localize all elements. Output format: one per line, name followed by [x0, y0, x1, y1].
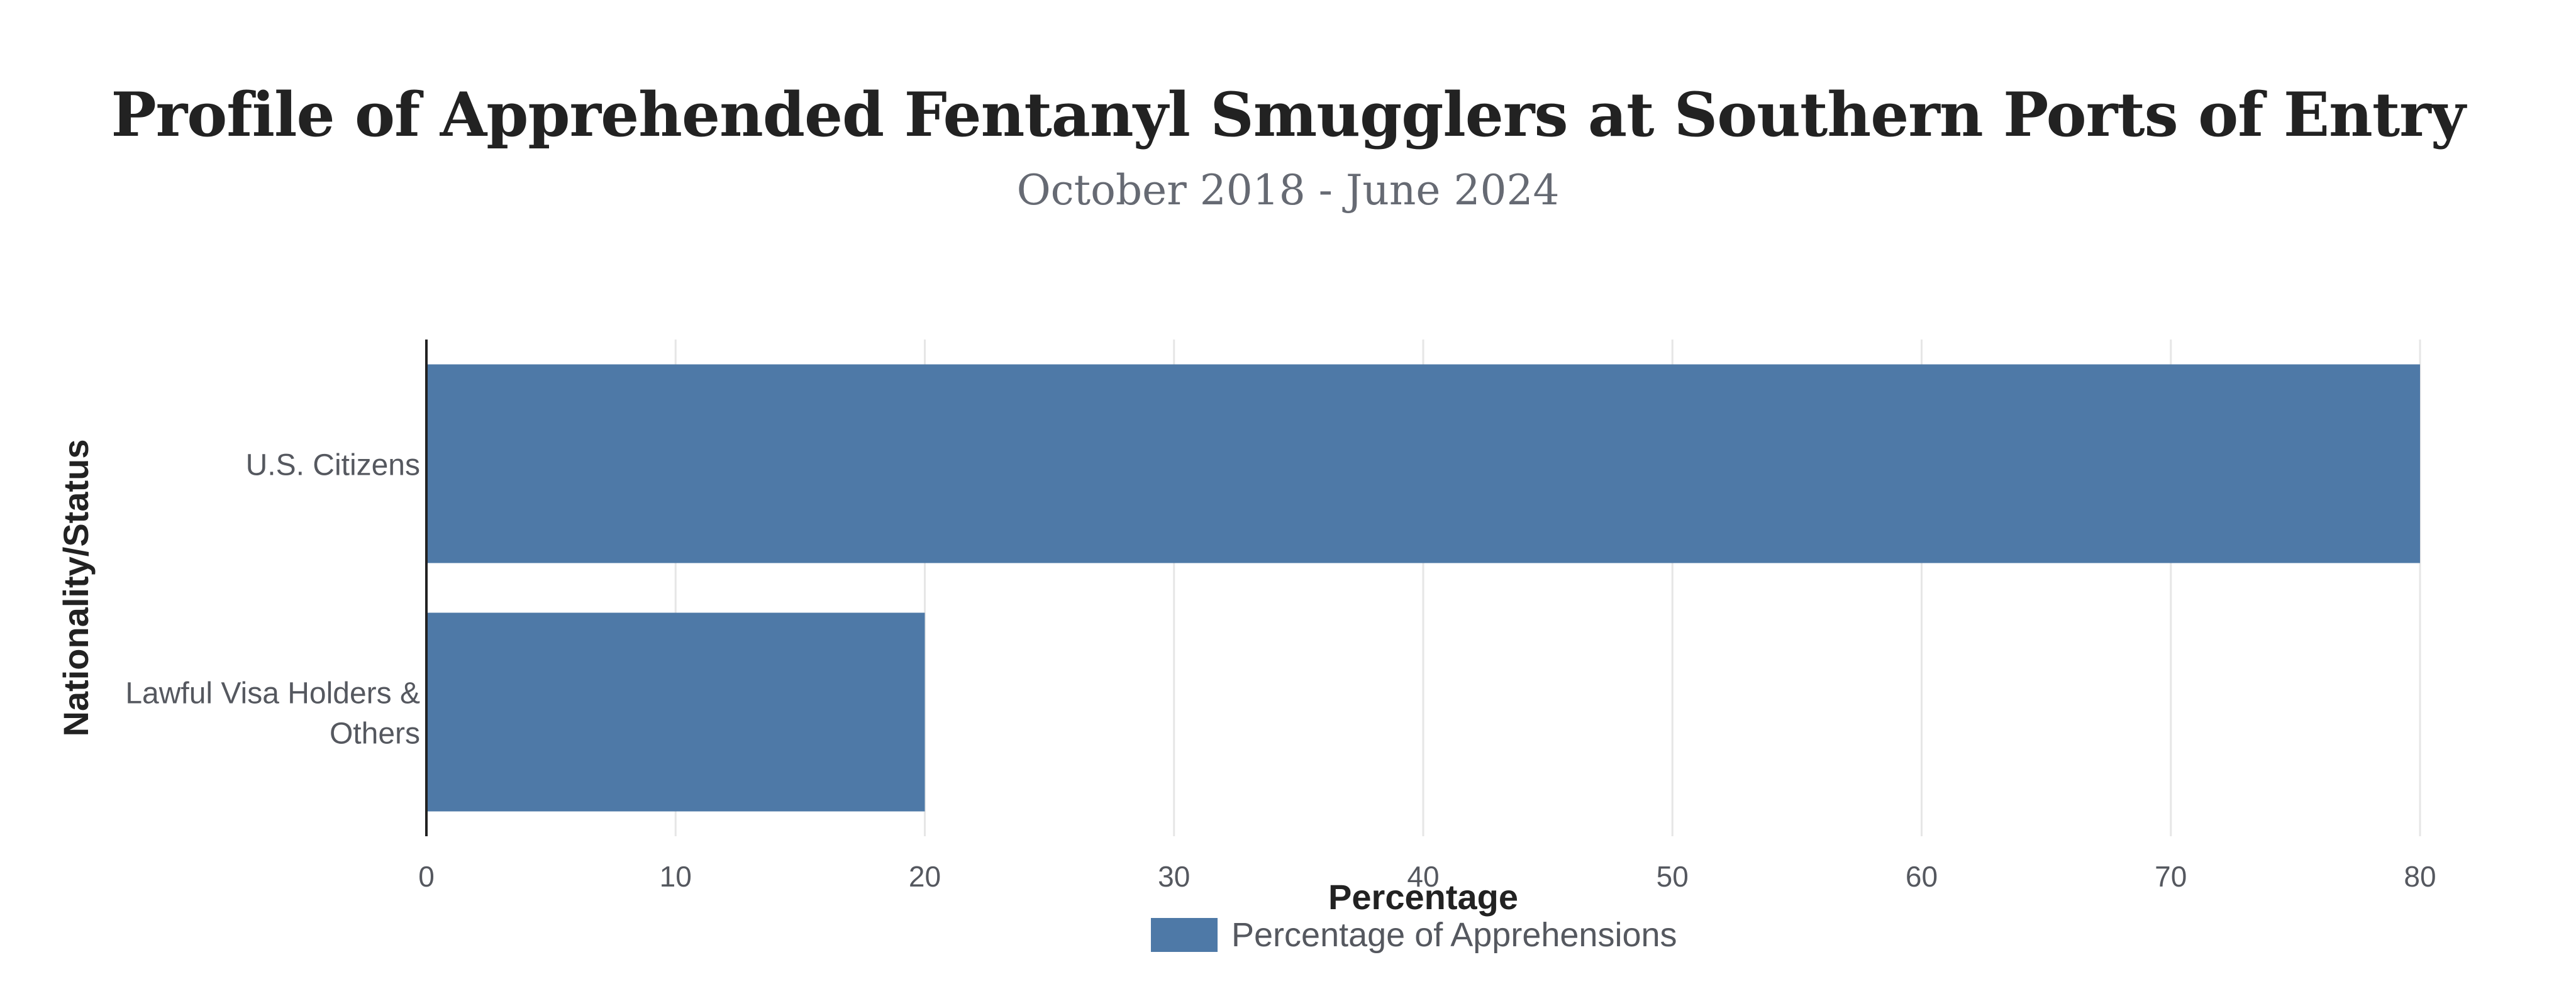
chart-title: Profile of Apprehended Fentanyl Smuggler… — [111, 79, 2465, 150]
legend-swatch — [1151, 918, 1218, 952]
x-tick-label: 40 — [1407, 860, 1439, 893]
bar — [426, 364, 2420, 563]
x-tick-label: 30 — [1158, 860, 1190, 893]
x-axis-title: Percentage — [1328, 877, 1518, 917]
y-axis-title: Nationality/Status — [56, 439, 96, 737]
x-tick-label: 70 — [2155, 860, 2187, 893]
chart-subtitle: October 2018 - June 2024 — [1016, 166, 1560, 214]
legend-label: Percentage of Apprehensions — [1231, 916, 1677, 954]
x-tick-label: 0 — [418, 860, 435, 893]
x-tick-label: 60 — [1906, 860, 1938, 893]
y-tick-label: Others — [330, 717, 420, 751]
legend: Percentage of Apprehensions — [1151, 915, 1677, 954]
x-tick-label: 50 — [1657, 860, 1689, 893]
bar — [426, 612, 925, 812]
y-tick-label: U.S. Citizens — [246, 449, 420, 482]
y-tick-label: Lawful Visa Holders & — [125, 677, 420, 710]
x-tick-label: 10 — [660, 860, 692, 893]
x-tick-label: 20 — [909, 860, 941, 893]
x-tick-label: 80 — [2404, 860, 2436, 893]
